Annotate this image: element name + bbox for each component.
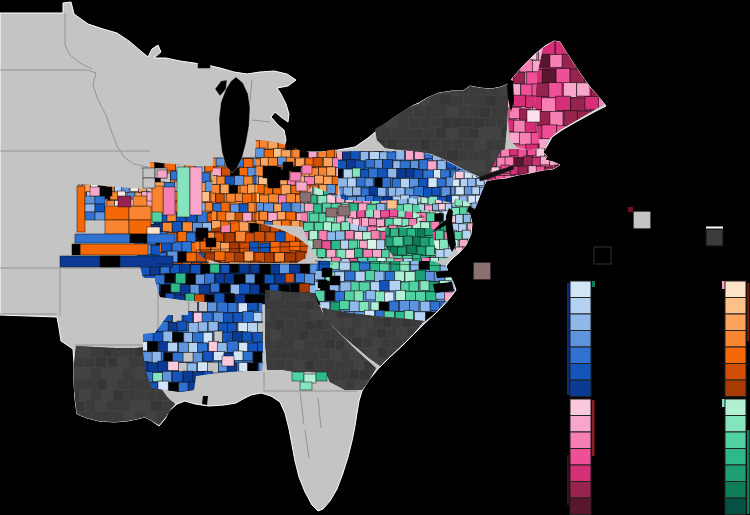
- map-canvas: [0, 0, 750, 515]
- legend-pink-scale: [570, 399, 591, 515]
- swatch-dark-gray: [706, 229, 723, 246]
- legend-orange-scale: [725, 281, 746, 397]
- swatch-mauve: [473, 262, 491, 280]
- election-county-map: [0, 0, 750, 515]
- legend-blue-scale: [570, 281, 591, 397]
- legend-green-scale: [725, 399, 746, 515]
- mobile-bay: [202, 396, 208, 405]
- swatch-no-data-gray: [633, 211, 651, 229]
- swatch-black: [594, 247, 611, 264]
